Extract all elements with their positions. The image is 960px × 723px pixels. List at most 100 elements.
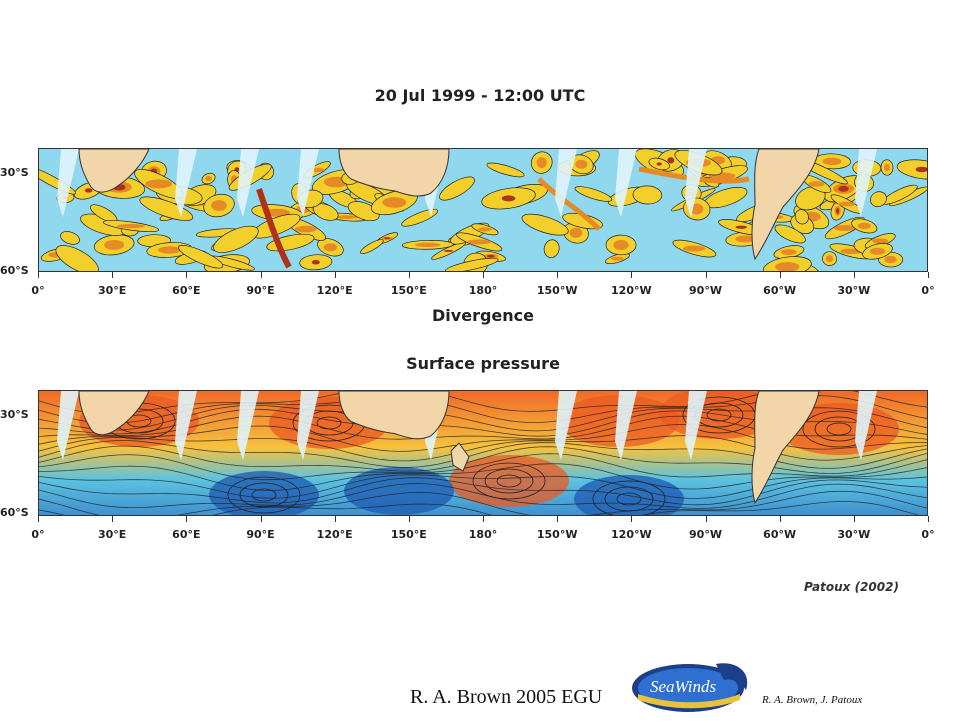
swath-gap-6 — [615, 149, 637, 218]
divergence-blob-core — [857, 222, 871, 230]
divergence-blob — [213, 225, 259, 253]
divergence-lat-labels: 30°S 60°S — [0, 150, 40, 280]
divergence-blob-core — [822, 157, 842, 166]
divergence-blob-peak — [915, 166, 927, 173]
divergence-lon-tick-mark-5 — [408, 272, 410, 278]
divergence-blob-core — [611, 256, 624, 261]
divergence-band-1 — [256, 188, 292, 269]
divergence-blob-peak — [838, 185, 849, 192]
swath-gap-0 — [57, 391, 79, 461]
pressure-lon-tick-0: 0° — [31, 528, 45, 541]
divergence-blob-core — [382, 197, 407, 208]
divergence-blob-core — [837, 201, 856, 207]
pressure-lon-tick-3: 90°E — [246, 528, 275, 541]
closed-isobar — [316, 416, 342, 430]
land-africa — [78, 149, 150, 193]
divergence-blob-peak — [486, 254, 495, 258]
divergence-blob-core — [536, 157, 547, 169]
pressure-caption: Surface pressure — [406, 354, 560, 373]
divergence-blob-core — [683, 245, 706, 252]
divergence-blob-core — [158, 246, 181, 254]
divergence-lon-axis: 0° 30°E 60°E 90°E 120°E 150°E 180° 150°W 120°W 90… — [31, 272, 935, 300]
divergence-lon-tick-mark-7 — [557, 272, 559, 278]
divergence-blob-core — [294, 225, 317, 233]
divergence-blob-peak — [735, 225, 748, 229]
divergence-lon-tick-mark-8 — [631, 272, 633, 278]
divergence-lon-tick-mark-1 — [112, 272, 114, 278]
pressure-lon-tick-4: 120°E — [316, 528, 353, 541]
figure-credit: Patoux (2002) — [804, 580, 899, 594]
divergence-blob-core — [883, 163, 890, 172]
divergence-blob-core — [775, 261, 800, 271]
divergence-blob — [55, 245, 99, 271]
divergence-blob — [632, 185, 663, 205]
divergence-blob-core — [211, 200, 227, 212]
pressure-lon-tick-mark-0 — [38, 516, 39, 522]
divergence-lon-tick-mark-10 — [779, 272, 781, 278]
divergence-blob — [870, 191, 887, 208]
pressure-lon-tick-mark-1 — [112, 516, 114, 522]
divergence-lon-tick-mark-6 — [483, 272, 484, 278]
divergence-blob — [574, 186, 613, 202]
pressure-lon-tick-mark-5 — [408, 516, 410, 522]
closed-isobar — [251, 488, 277, 502]
closed-isobar — [484, 468, 534, 494]
divergence-blob — [521, 213, 569, 236]
isobar-9 — [39, 453, 927, 481]
isobar-7 — [39, 440, 927, 469]
divergence-blob — [543, 239, 560, 259]
divergence-blob-peak — [384, 237, 390, 240]
lat-label-30s-bottom: 30°S — [0, 408, 29, 421]
divergence-blob-core — [834, 224, 856, 232]
pressure-lon-tick-mark-11 — [853, 516, 855, 522]
isobar-13 — [39, 483, 927, 509]
pressure-lon-tick-mark-7 — [557, 516, 559, 522]
divergence-blob-core — [478, 227, 492, 232]
closed-isobar — [592, 480, 666, 515]
pressure-lon-tick-mark-12 — [928, 516, 929, 522]
divergence-lon-tick-8: 120°W — [611, 284, 652, 297]
divergence-band-2 — [537, 177, 601, 231]
pressure-lon-tick-7: 150°W — [536, 528, 578, 541]
divergence-blob — [401, 208, 439, 227]
divergence-blob-peak — [836, 208, 840, 214]
land-new-zealand — [450, 442, 470, 472]
divergence-blob-core — [884, 255, 897, 264]
divergence-blob-peak — [656, 162, 662, 166]
pressure-lon-tick-mark-2 — [186, 516, 188, 522]
divergence-lon-tick-5: 150°E — [390, 284, 427, 297]
divergence-lon-tick-1: 30°E — [97, 284, 127, 297]
swath-gap-8 — [855, 149, 877, 218]
pressure-lon-tick-mark-6 — [483, 516, 484, 522]
pressure-lon-tick-mark-8 — [631, 516, 633, 522]
divergence-lon-tick-7: 150°W — [536, 284, 578, 297]
divergence-blob — [360, 239, 384, 255]
swath-gap-1 — [175, 149, 197, 218]
closed-isobar — [706, 408, 732, 422]
isobar-14 — [39, 490, 927, 515]
divergence-blob-core — [825, 255, 834, 263]
divergence-lon-tick-mark-12 — [928, 272, 929, 278]
swath-gap-1 — [175, 391, 197, 461]
pressure-lat-labels: 30°S 60°S — [0, 390, 40, 520]
divergence-blob-core — [145, 179, 173, 189]
land-south-america — [751, 149, 820, 261]
divergence-blob-core — [336, 215, 358, 219]
pressure-lon-tick-6: 180° — [468, 528, 498, 541]
closed-isobar — [802, 410, 876, 448]
divergence-lon-tick-mark-4 — [334, 272, 336, 278]
divergence-lon-tick-mark-9 — [705, 272, 707, 278]
closed-isobar — [496, 474, 522, 488]
divergence-lon-tick-10: 60°W — [763, 284, 797, 297]
swath-gap-2 — [237, 391, 259, 461]
land-africa — [78, 391, 150, 436]
pressure-lon-tick-mark-3 — [260, 516, 262, 522]
divergence-blob-core — [569, 227, 583, 238]
divergence-lon-tick-mark-3 — [260, 272, 262, 278]
lat-label-30s-top: 30°S — [0, 166, 29, 179]
divergence-blob — [774, 224, 806, 244]
isobar-15 — [39, 501, 920, 515]
divergence-blob-peak — [443, 249, 454, 252]
divergence-lon-tick-11: 30°W — [837, 284, 871, 297]
divergence-blob-core — [872, 238, 889, 244]
